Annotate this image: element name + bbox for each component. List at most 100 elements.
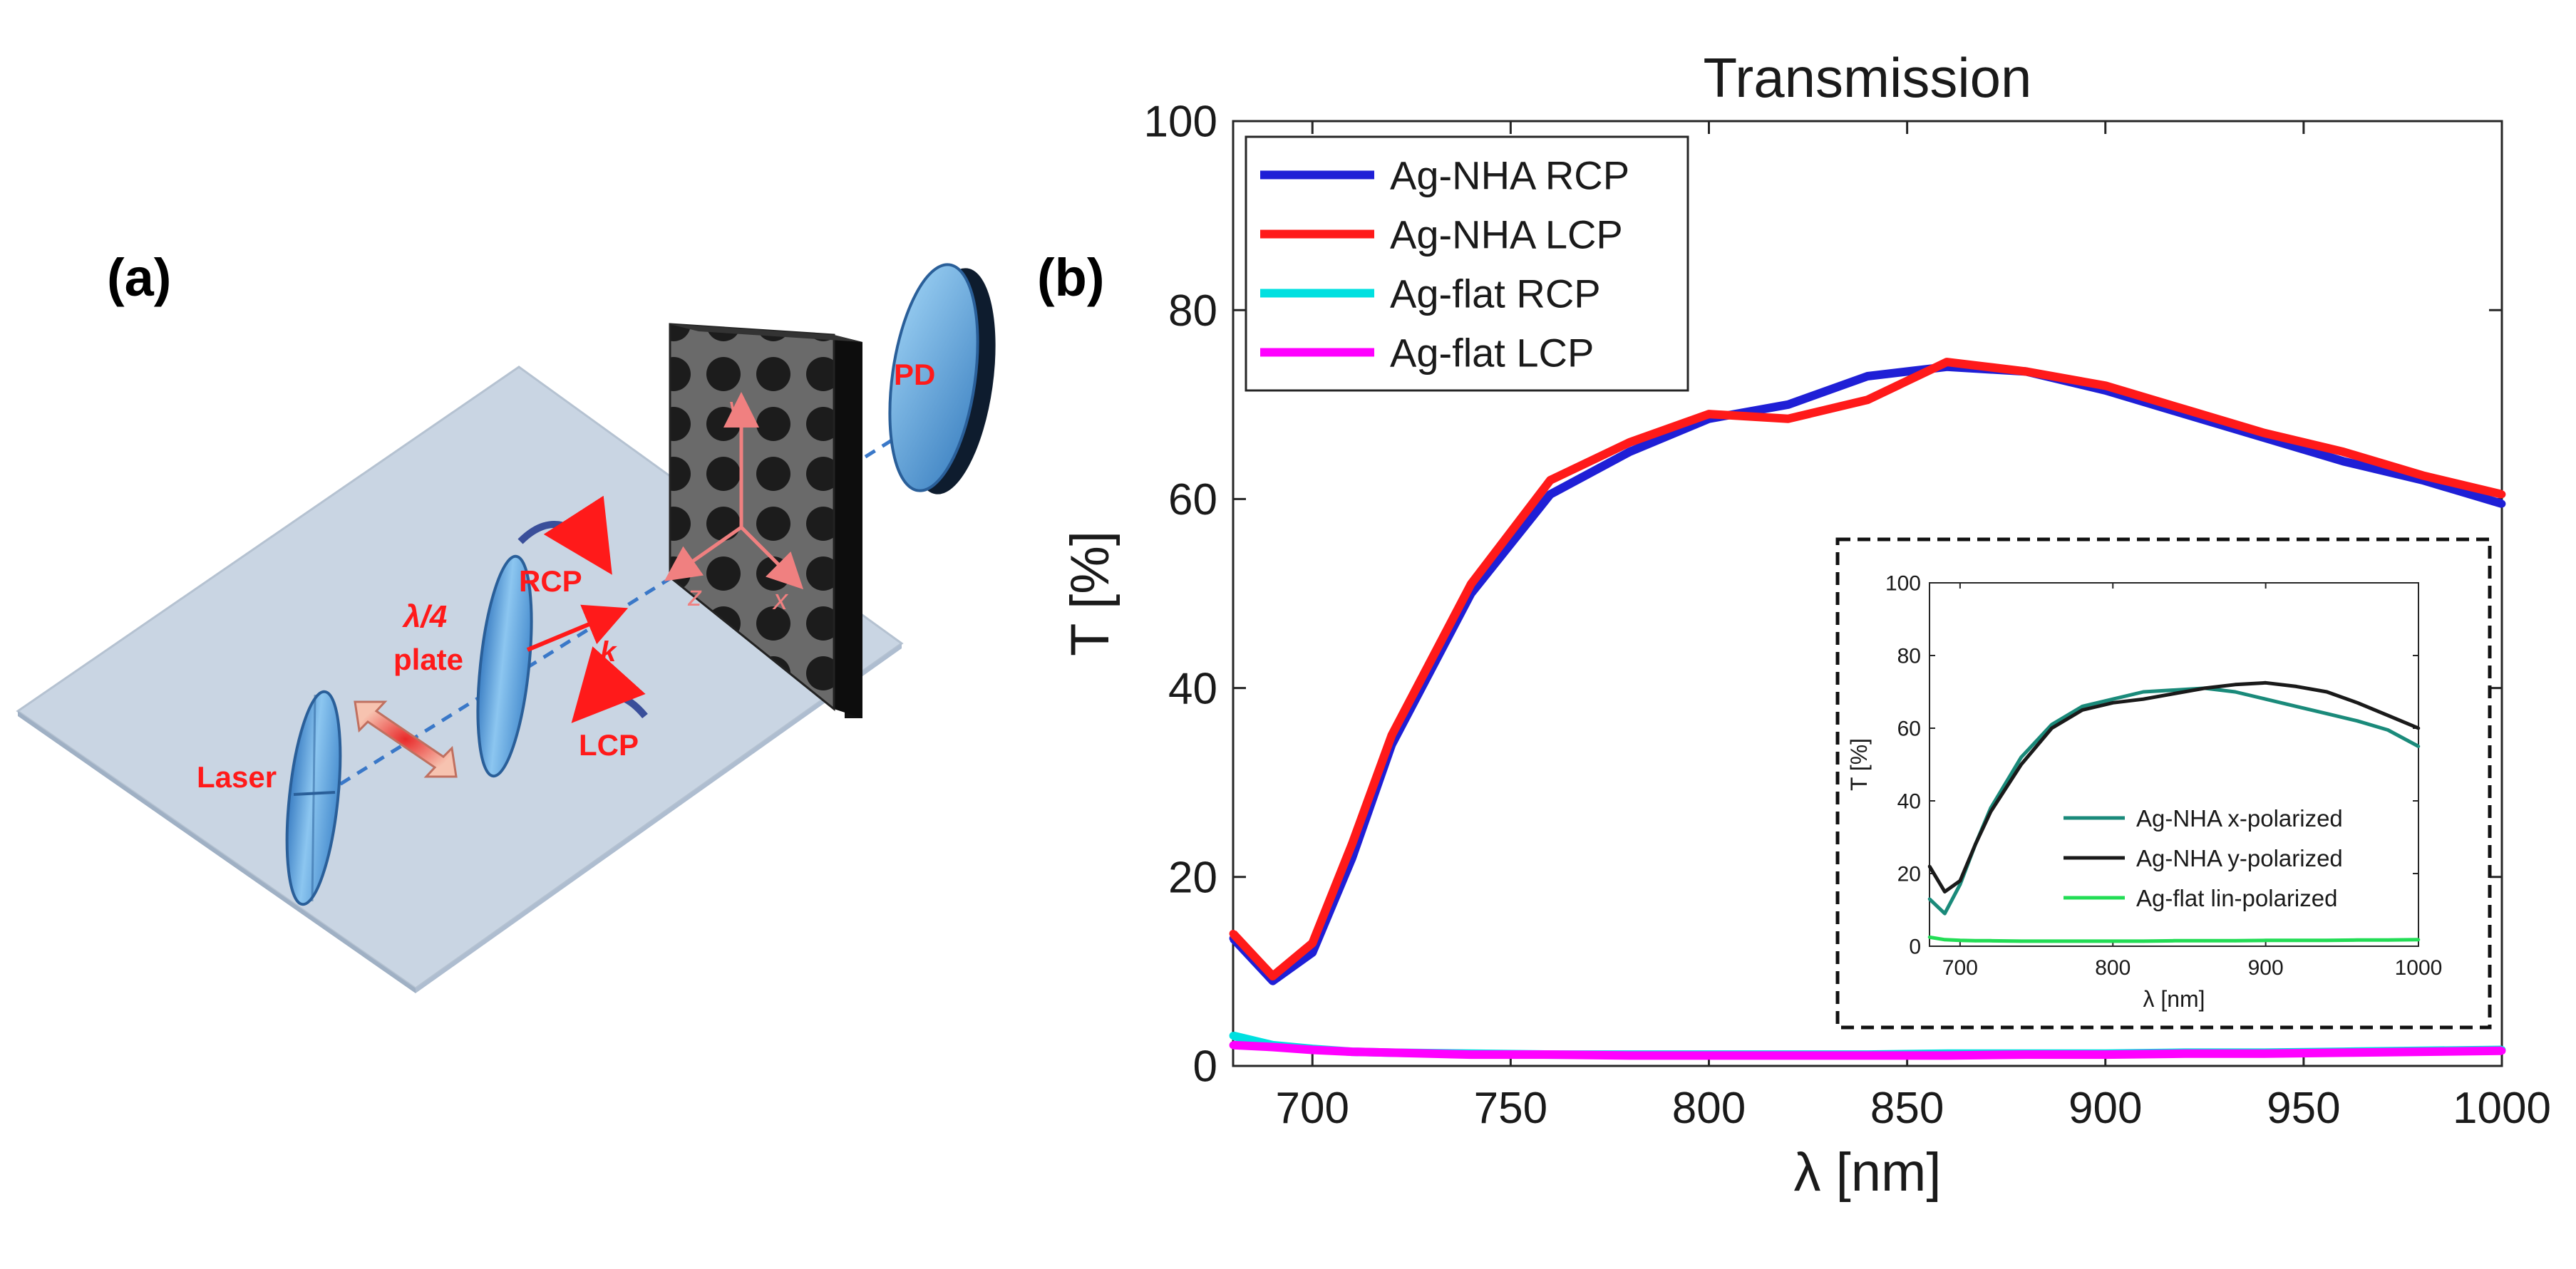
- x-tick-label: 750: [1474, 1084, 1547, 1133]
- axis-y-label: y: [726, 392, 745, 423]
- x-tick-label: 800: [2095, 956, 2131, 980]
- x-tick-label: 950: [2267, 1084, 2340, 1133]
- y-tick-label: 80: [1897, 645, 1921, 668]
- y-tick-label: 40: [1168, 664, 1217, 713]
- data-point: [1784, 400, 1793, 409]
- data-point: [2203, 939, 2207, 943]
- rcp-label: RCP: [519, 564, 582, 598]
- data-point: [1308, 948, 1317, 957]
- data-point: [2172, 692, 2176, 695]
- data-point: [2233, 683, 2237, 687]
- data-point: [1863, 372, 1872, 380]
- data-point: [2172, 688, 2176, 692]
- y-tick-label: 60: [1168, 475, 1217, 524]
- data-point: [2172, 939, 2176, 943]
- data-point: [2264, 938, 2267, 943]
- data-point: [2050, 722, 2054, 727]
- data-point: [2111, 701, 2115, 705]
- chart-title: Transmission: [1704, 46, 2032, 109]
- data-point: [2141, 690, 2145, 694]
- x-tick-label: 900: [2248, 956, 2284, 980]
- data-point: [2498, 1047, 2506, 1055]
- data-point: [2022, 1050, 2030, 1059]
- data-point: [2339, 447, 2347, 456]
- y-tick-label: 20: [1897, 863, 1921, 886]
- data-point: [2111, 939, 2115, 943]
- data-point: [2416, 745, 2421, 748]
- data-point: [2233, 690, 2237, 694]
- legend-entry: Ag-flat RCP: [1390, 271, 1601, 316]
- data-point: [1942, 358, 1951, 366]
- data-point: [1989, 939, 1992, 943]
- lcp-label: LCP: [579, 728, 639, 762]
- data-point: [1269, 972, 1277, 980]
- nanohole-sample: [669, 323, 862, 718]
- panel-a-label: (a): [107, 248, 171, 307]
- laser-icon: [285, 690, 342, 906]
- data-point: [1348, 1047, 1356, 1056]
- legend-entry: Ag-NHA LCP: [1390, 212, 1623, 257]
- data-point: [2325, 712, 2329, 715]
- data-point: [2260, 429, 2268, 437]
- data-point: [1943, 911, 1947, 916]
- inset-frame: [1835, 537, 2492, 1030]
- data-point: [2498, 490, 2506, 499]
- data-point: [2356, 701, 2359, 705]
- data-point: [2418, 471, 2427, 480]
- x-axis-label: λ [nm]: [1794, 1142, 1942, 1203]
- k-vector-label: k: [600, 636, 617, 668]
- detector-label: PD: [894, 358, 935, 391]
- data-point: [2260, 1050, 2268, 1058]
- data-point: [2325, 690, 2329, 694]
- data-point: [2081, 708, 2084, 712]
- data-point: [2180, 405, 2189, 413]
- data-point: [1784, 1052, 1793, 1060]
- y-tick-label: 20: [1168, 854, 1217, 903]
- y-tick-label: 0: [1909, 936, 1921, 959]
- data-point: [2416, 726, 2421, 730]
- x-tick-label: 1000: [2395, 956, 2443, 980]
- rcp-rotation-arrow-icon: [517, 495, 612, 575]
- y-tick-label: 100: [1885, 572, 1921, 596]
- data-point: [1705, 410, 1713, 418]
- x-tick-label: 900: [2068, 1084, 2142, 1133]
- legend-entry: Ag-NHA RCP: [1390, 153, 1629, 198]
- data-point: [2416, 938, 2421, 942]
- data-point: [1974, 842, 1977, 846]
- data-point: [2264, 697, 2267, 701]
- data-point: [1958, 879, 1962, 883]
- data-point: [2325, 938, 2329, 943]
- data-point: [2019, 939, 2023, 943]
- data-point: [2233, 939, 2237, 943]
- data-point: [1927, 864, 1932, 869]
- k-vector-arrow: [526, 604, 629, 652]
- data-point: [2386, 728, 2390, 732]
- data-point: [1546, 490, 1555, 499]
- data-point: [1229, 1032, 1237, 1040]
- x-tick-label: 1000: [2453, 1084, 2551, 1133]
- data-point: [2101, 1050, 2110, 1059]
- data-point: [1958, 883, 1962, 886]
- x-tick-label: 700: [1942, 956, 1978, 980]
- data-point: [2203, 686, 2207, 690]
- lcp-rotation-arrow-icon: [571, 646, 648, 723]
- data-point: [1625, 438, 1634, 447]
- data-point: [2264, 681, 2267, 685]
- legend-entry: Ag-NHA x-polarized: [2136, 805, 2343, 832]
- data-point: [1942, 1052, 1951, 1060]
- axis-z-label: z: [687, 581, 702, 612]
- data-point: [2294, 685, 2298, 688]
- data-point: [2081, 939, 2084, 943]
- axis-x-label: x: [772, 584, 789, 616]
- data-point: [1943, 890, 1947, 894]
- data-point: [1348, 839, 1356, 848]
- photodetector-icon: [888, 263, 996, 494]
- y-tick-label: 40: [1897, 790, 1921, 814]
- y-tick-label: 0: [1193, 1042, 1217, 1092]
- data-point: [1705, 1052, 1713, 1060]
- polarization-double-arrow-icon: [354, 700, 458, 778]
- data-point: [2386, 938, 2390, 942]
- data-point: [2180, 1050, 2189, 1058]
- data-point: [1958, 938, 1962, 943]
